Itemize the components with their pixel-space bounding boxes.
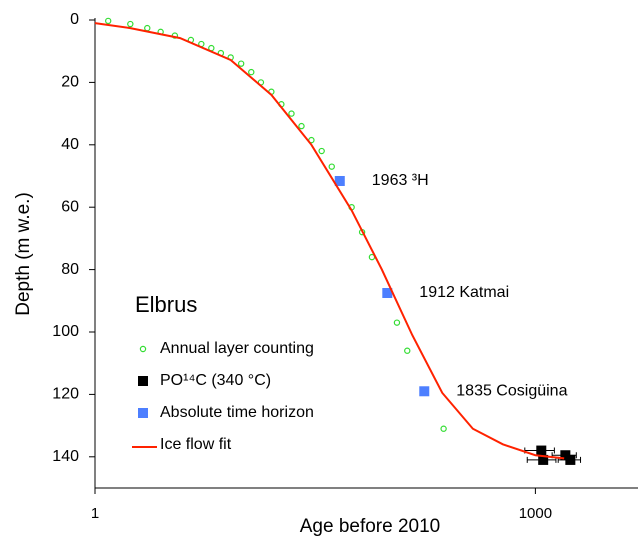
y-tick-label: 20: [61, 74, 79, 91]
data-point: [419, 386, 430, 397]
data-point: [382, 288, 393, 298]
x-tick-label: 1000: [519, 505, 552, 522]
legend-label: Absolute time horizon: [160, 404, 314, 421]
fit-line: [94, 22, 565, 460]
y-tick-label: 100: [52, 323, 79, 340]
data-point: [393, 319, 401, 326]
data-point: [104, 17, 112, 25]
y-tick-label: 120: [52, 386, 79, 403]
data-point: [404, 347, 411, 354]
y-tick-label: 80: [61, 261, 79, 278]
data-point: [318, 147, 325, 155]
y-tick-label: 140: [52, 448, 79, 465]
point-label: 1963 ³H: [372, 172, 429, 189]
data-point: [237, 60, 245, 67]
data-point: [298, 122, 305, 130]
data-point: [248, 68, 255, 76]
data-point: [288, 110, 295, 117]
y-axis-label: Depth (m w.e.): [13, 192, 34, 316]
x-tick-label: 1: [91, 505, 99, 522]
data-point: [440, 425, 447, 432]
point-label: 1912 Katmai: [419, 284, 509, 301]
legend-label: Annual layer counting: [160, 340, 314, 357]
legend-title: Elbrus: [135, 292, 197, 317]
data-point: [127, 20, 134, 28]
y-tick-label: 40: [61, 136, 79, 153]
legend-marker: [138, 376, 148, 386]
data-point: [334, 175, 345, 186]
y-tick-label: 60: [61, 198, 79, 215]
legend-label: Ice flow fit: [160, 436, 232, 453]
legend-marker: [138, 408, 148, 418]
data-point: [144, 24, 151, 32]
y-tick-label: 0: [70, 11, 79, 28]
point-label: 1835 Cosigüina: [456, 382, 567, 399]
legend-label: PO¹⁴C (340 °C): [160, 372, 271, 389]
data-point: [565, 454, 576, 465]
data-point: [538, 454, 549, 465]
data-point: [536, 445, 547, 456]
x-axis-label: Age before 2010: [300, 516, 441, 537]
data-point: [328, 163, 335, 170]
legend-marker: [139, 345, 147, 353]
